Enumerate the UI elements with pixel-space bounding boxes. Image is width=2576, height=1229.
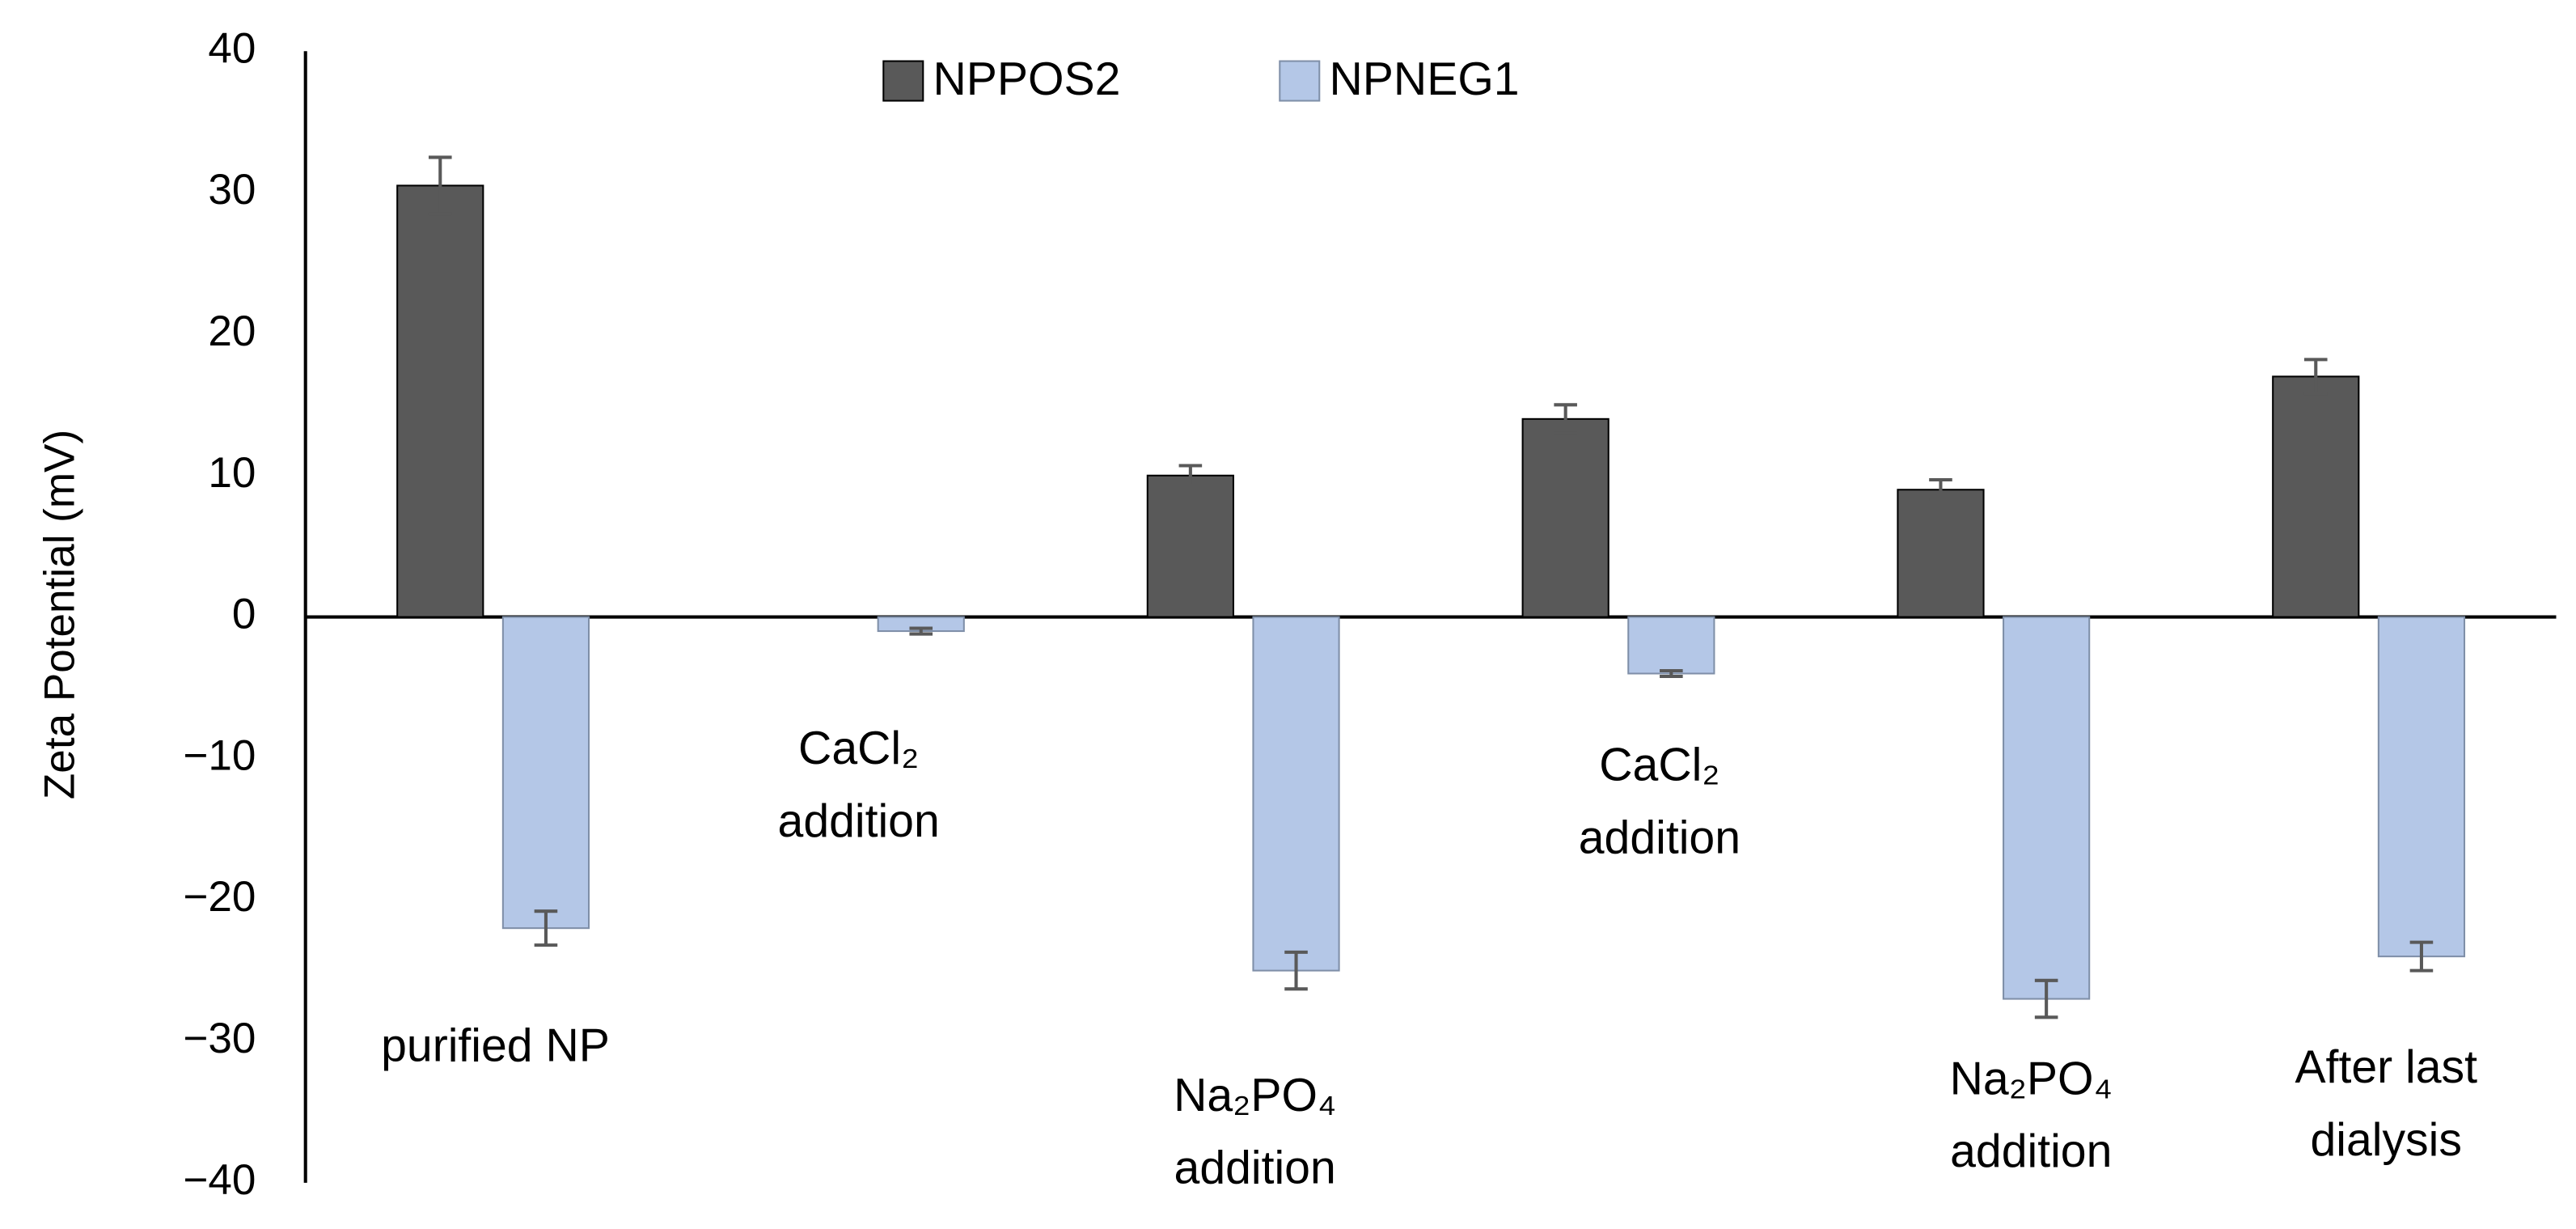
x-tick-label: CaCl₂ bbox=[1599, 739, 1719, 790]
error-bar bbox=[909, 626, 933, 636]
bar bbox=[2377, 616, 2466, 958]
legend-swatch bbox=[1279, 60, 1321, 102]
bar bbox=[2003, 616, 2091, 1000]
error-bar bbox=[1929, 477, 1952, 502]
y-tick-label: 30 bbox=[208, 166, 256, 214]
legend-swatch bbox=[882, 60, 924, 102]
y-tick-label: 40 bbox=[208, 24, 256, 72]
bar bbox=[1252, 616, 1340, 972]
x-tick-label: addition bbox=[1579, 812, 1741, 863]
y-tick-label: −30 bbox=[183, 1015, 256, 1062]
x-tick-label: CaCl₂ bbox=[798, 723, 919, 774]
bar bbox=[1146, 474, 1234, 618]
error-bar bbox=[1284, 950, 1308, 991]
error-bar bbox=[1660, 668, 1683, 679]
error-bar bbox=[534, 909, 558, 947]
bar bbox=[2272, 375, 2360, 618]
y-axis-label: Zeta Potential (mV) bbox=[36, 430, 84, 799]
error-bar bbox=[2034, 978, 2058, 1019]
bar bbox=[501, 616, 590, 930]
x-tick-label: After last bbox=[2295, 1041, 2477, 1093]
y-tick-label: −40 bbox=[183, 1156, 256, 1204]
bar bbox=[1521, 417, 1609, 618]
x-tick-label: addition bbox=[778, 795, 940, 847]
y-tick-label: 20 bbox=[208, 307, 256, 355]
error-bar bbox=[2409, 940, 2434, 973]
error-bar bbox=[1178, 464, 1203, 488]
x-tick-label: Na₂PO₄ bbox=[1174, 1070, 1336, 1121]
y-tick-label: −20 bbox=[183, 873, 256, 921]
x-tick-label: Na₂PO₄ bbox=[1950, 1053, 2113, 1104]
legend-label: NPPOS2 bbox=[933, 53, 1121, 105]
legend-label: NPNEG1 bbox=[1330, 53, 1520, 105]
x-tick-label: addition bbox=[1950, 1125, 2112, 1177]
y-tick-label: 10 bbox=[208, 449, 256, 497]
error-bar bbox=[1554, 403, 1577, 435]
x-tick-label: purified NP bbox=[381, 1020, 610, 1072]
x-tick-label: dialysis bbox=[2311, 1114, 2462, 1166]
x-tick-label: addition bbox=[1174, 1142, 1336, 1194]
bar bbox=[1627, 616, 1715, 675]
y-tick-label: −10 bbox=[183, 731, 256, 779]
bar bbox=[396, 184, 484, 618]
y-tick-label: 0 bbox=[232, 591, 256, 638]
bar bbox=[1897, 489, 1985, 618]
error-bar bbox=[428, 155, 452, 216]
error-bar bbox=[2303, 358, 2328, 396]
